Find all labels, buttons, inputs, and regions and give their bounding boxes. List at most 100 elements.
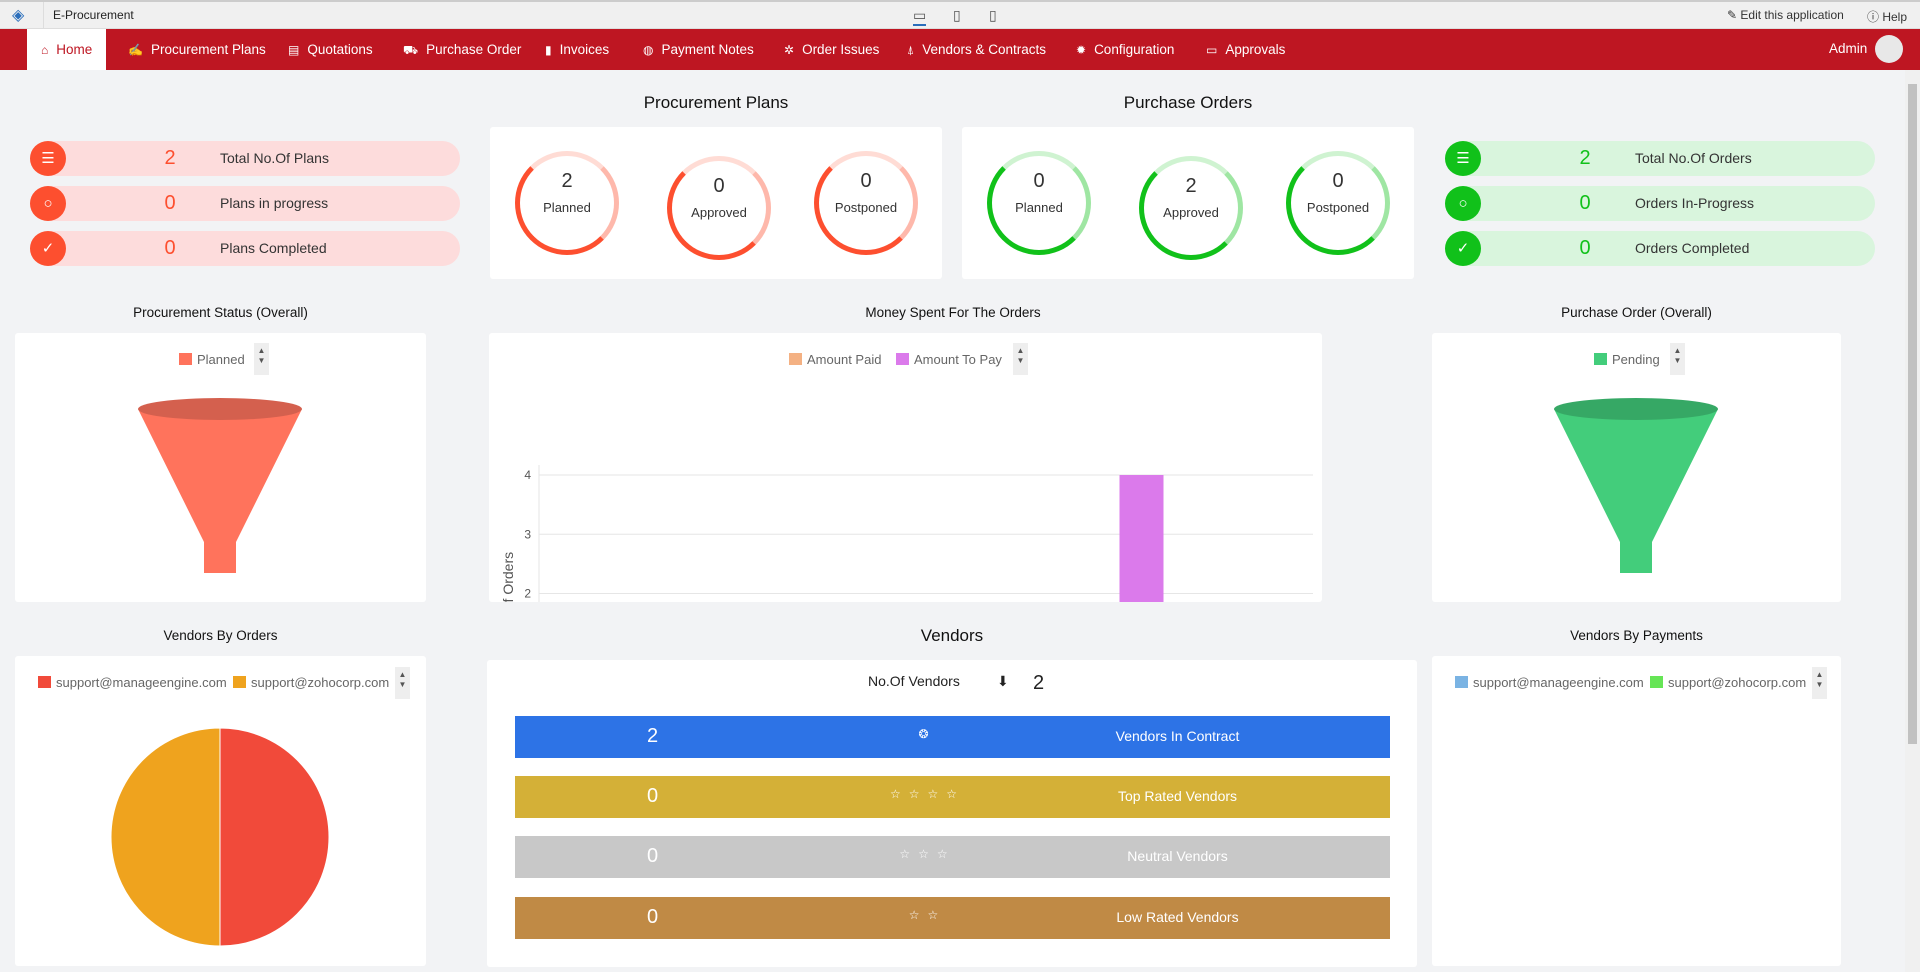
kpi-label: Plans Completed [220, 240, 327, 256]
vendor-category-bar[interactable]: 0 ☆☆☆☆ Top Rated Vendors [515, 776, 1390, 818]
legend-pager[interactable]: ▲ ▼ [395, 667, 410, 699]
legend-item-amount-paid[interactable]: Amount Paid [789, 352, 881, 367]
desktop-view-icon[interactable]: ▭ [913, 7, 927, 26]
page-scrollbar[interactable] [1905, 70, 1920, 972]
legend-item[interactable]: Planned [179, 352, 245, 367]
kpi-value: 0 [164, 237, 176, 259]
vendor-category-bar[interactable]: 0 ☆☆☆ Neutral Vendors [515, 836, 1390, 878]
funnel-chart [138, 398, 302, 573]
legend-pager[interactable]: ▲ ▼ [1670, 343, 1685, 375]
legend-label: Amount To Pay [914, 352, 1002, 367]
kpi-value: 0 [1579, 237, 1591, 259]
legend-item-amount-to-pay[interactable]: Amount To Pay [896, 352, 1002, 367]
nav-vendors-contracts[interactable]: ⍋ Vendors & Contracts [907, 29, 1046, 70]
star-icons: ☆☆ [908, 908, 947, 922]
procurement-status-title: Procurement Status (Overall) [133, 305, 308, 320]
app-topbar: ◈ E-Procurement ▭ ▯ ▯ ✎ Edit this applic… [0, 0, 1920, 30]
app-logo-icon[interactable]: ◈ [12, 7, 25, 24]
legend-label: support@zohocorp.com [1668, 675, 1807, 690]
legend-item[interactable]: support@manageengine.com [1455, 675, 1644, 690]
legend-swatch [38, 676, 51, 688]
kpi-pill: ○ 0 Plans in progress [30, 186, 460, 221]
status-ring[interactable]: 0 Postponed [814, 151, 918, 255]
legend-pager[interactable]: ▲ ▼ [254, 343, 269, 375]
ring-label: Postponed [834, 200, 898, 215]
nav-label: Quotations [307, 42, 373, 57]
edit-application-link[interactable]: ✎ Edit this application [1727, 8, 1844, 22]
bar-amount-to-pay-45[interactable] [1119, 475, 1164, 602]
help-link[interactable]: ⓘ Help [1867, 8, 1907, 25]
ring-label: Postponed [1306, 200, 1370, 215]
status-ring[interactable]: 0 Approved [667, 156, 771, 260]
avatar[interactable] [1875, 35, 1903, 63]
scrollbar-thumb[interactable] [1908, 84, 1917, 744]
progress-icon: ○ [1445, 186, 1481, 221]
wallet-icon: ◍ [643, 43, 654, 57]
vendors-title: Vendors [920, 626, 984, 645]
kpi-value: 2 [164, 147, 176, 169]
pie-slice[interactable] [219, 727, 330, 947]
y-axis-label: No Of Orders [500, 552, 516, 602]
tablet-view-icon[interactable]: ▯ [953, 7, 961, 23]
vendor-category-bar[interactable]: 2 ❂ Vendors In Contract [515, 716, 1390, 758]
status-ring[interactable]: 2 Approved [1139, 156, 1243, 260]
legend-swatch [789, 353, 802, 365]
plan-icon: ✍ [128, 43, 143, 57]
vendor-category-count: 0 [646, 845, 659, 867]
kpi-value: 0 [164, 192, 176, 214]
legend-pager[interactable]: ▲ ▼ [1812, 667, 1827, 699]
nav-quotations[interactable]: ▤ Quotations [288, 29, 373, 70]
vendor-category-label: Top Rated Vendors [1117, 788, 1238, 804]
vendor-category-count: 0 [646, 785, 659, 807]
purchase-order-overall-panel: Pending ▲ ▼ [1432, 333, 1841, 602]
status-ring[interactable]: 0 Planned [987, 151, 1091, 255]
purchase-order-overall-title: Purchase Order (Overall) [1561, 305, 1712, 320]
nav-configuration[interactable]: ✹ Configuration [1076, 29, 1174, 70]
nav-invoices[interactable]: ▮ Invoices [545, 29, 609, 70]
truck-icon: ⛟ [403, 43, 419, 57]
legend-item[interactable]: Pending [1594, 352, 1660, 367]
ring-label: Approved [691, 205, 747, 220]
vendor-category-bar[interactable]: 0 ☆☆ Low Rated Vendors [515, 897, 1390, 939]
funnel-chart [1554, 398, 1718, 573]
legend-swatch [179, 353, 192, 365]
nav-payment-notes[interactable]: ◍ Payment Notes [643, 29, 754, 70]
ring-label: Planned [1015, 200, 1063, 215]
legend-item[interactable]: support@manageengine.com [38, 675, 227, 690]
legend-label: Amount Paid [807, 352, 882, 367]
purchase-orders-title: Purchase Orders [1123, 93, 1253, 112]
kpi-value: 0 [1579, 192, 1591, 214]
legend-item[interactable]: support@zohocorp.com [1650, 675, 1806, 690]
status-ring[interactable]: 2 Planned [515, 151, 619, 255]
user-name[interactable]: Admin [1829, 41, 1868, 56]
nav-purchase-order[interactable]: ⛟ Purchase Order [403, 29, 521, 70]
nav-home[interactable]: ⌂ Home [27, 29, 107, 70]
legend-item[interactable]: support@zohocorp.com [233, 675, 389, 690]
star-icons: ☆☆☆ [899, 847, 956, 861]
sliders-icon: ☰ [30, 141, 66, 176]
ring-value: 2 [1185, 175, 1197, 197]
ring-value: 0 [860, 170, 872, 192]
sliders-icon: ☰ [1445, 141, 1481, 176]
nav-label: Procurement Plans [150, 42, 266, 57]
nav-approvals[interactable]: ▭ Approvals [1206, 29, 1285, 70]
status-ring[interactable]: 0 Postponed [1286, 151, 1390, 255]
star-icons: ☆☆☆☆ [889, 787, 966, 801]
plans-rings-panel: 2 Planned 0 Approved 0 Postponed [490, 127, 942, 279]
mobile-view-icon[interactable]: ▯ [989, 7, 997, 23]
vendors-by-payments-title: Vendors By Payments [1570, 628, 1703, 643]
legend-swatch [1594, 353, 1607, 365]
vendor-category-count: 0 [646, 906, 659, 928]
funnel-body [138, 409, 302, 573]
legend-pager[interactable]: ▲ ▼ [1013, 343, 1028, 375]
nav-label: Purchase Order [426, 42, 522, 57]
kpi-pill: ☰ 2 Total No.Of Plans [30, 141, 460, 176]
bar-chart: 012344445Order IDNo Of Orders [500, 465, 1313, 602]
vendor-category-count: 2 [646, 725, 659, 747]
app-name: E-Procurement [53, 8, 134, 22]
legend-label: Planned [197, 352, 245, 367]
kpi-pill: ✓ 0 Orders Completed [1445, 231, 1875, 266]
nav-order-issues[interactable]: ✲ Order Issues [784, 29, 879, 70]
nav-procurement-plans[interactable]: ✍ Procurement Plans [128, 29, 266, 70]
pie-slice[interactable] [110, 727, 221, 947]
